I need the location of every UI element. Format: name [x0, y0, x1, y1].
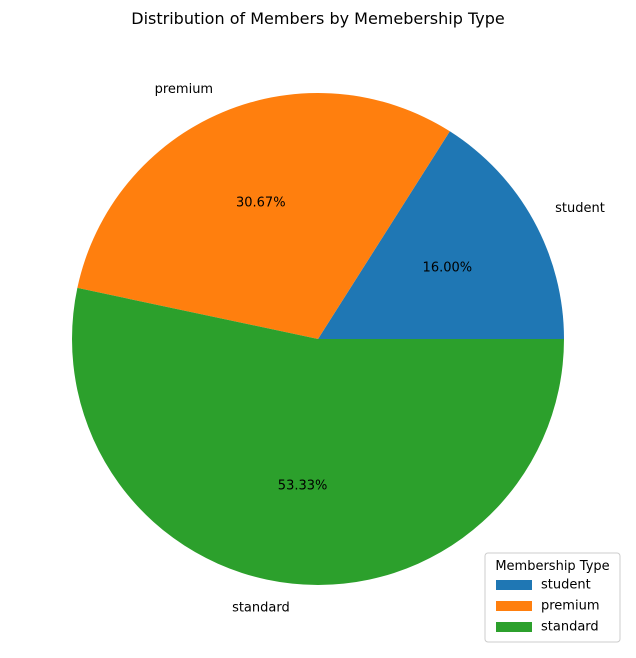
slice-label-standard: standard [232, 601, 290, 616]
legend-title: Membership Type [495, 559, 609, 574]
legend-label-standard: standard [541, 620, 599, 635]
legend-swatch-standard [496, 622, 532, 632]
slice-percent-premium: 30.67% [236, 195, 286, 210]
pie-slice-standard [72, 287, 564, 585]
chart-title: Distribution of Members by Memebership T… [131, 9, 504, 28]
legend-label-premium: premium [541, 599, 600, 614]
slice-label-student: student [555, 201, 605, 216]
legend: Membership Type student premium standard [484, 552, 621, 643]
pie-slice-student [318, 131, 564, 339]
legend-label-student: student [541, 578, 591, 593]
slice-percent-student: 16.00% [423, 260, 473, 275]
legend-swatch-student [496, 580, 532, 590]
pie-slices [72, 93, 564, 585]
pie-labels: student 16.00% premium 30.67% standard 53.33% [155, 82, 605, 616]
slice-label-premium: premium [155, 82, 214, 97]
legend-swatch-premium [496, 601, 532, 611]
slice-percent-standard: 53.33% [278, 478, 328, 493]
legend-frame [484, 552, 621, 643]
pie-slice-premium [77, 93, 450, 339]
